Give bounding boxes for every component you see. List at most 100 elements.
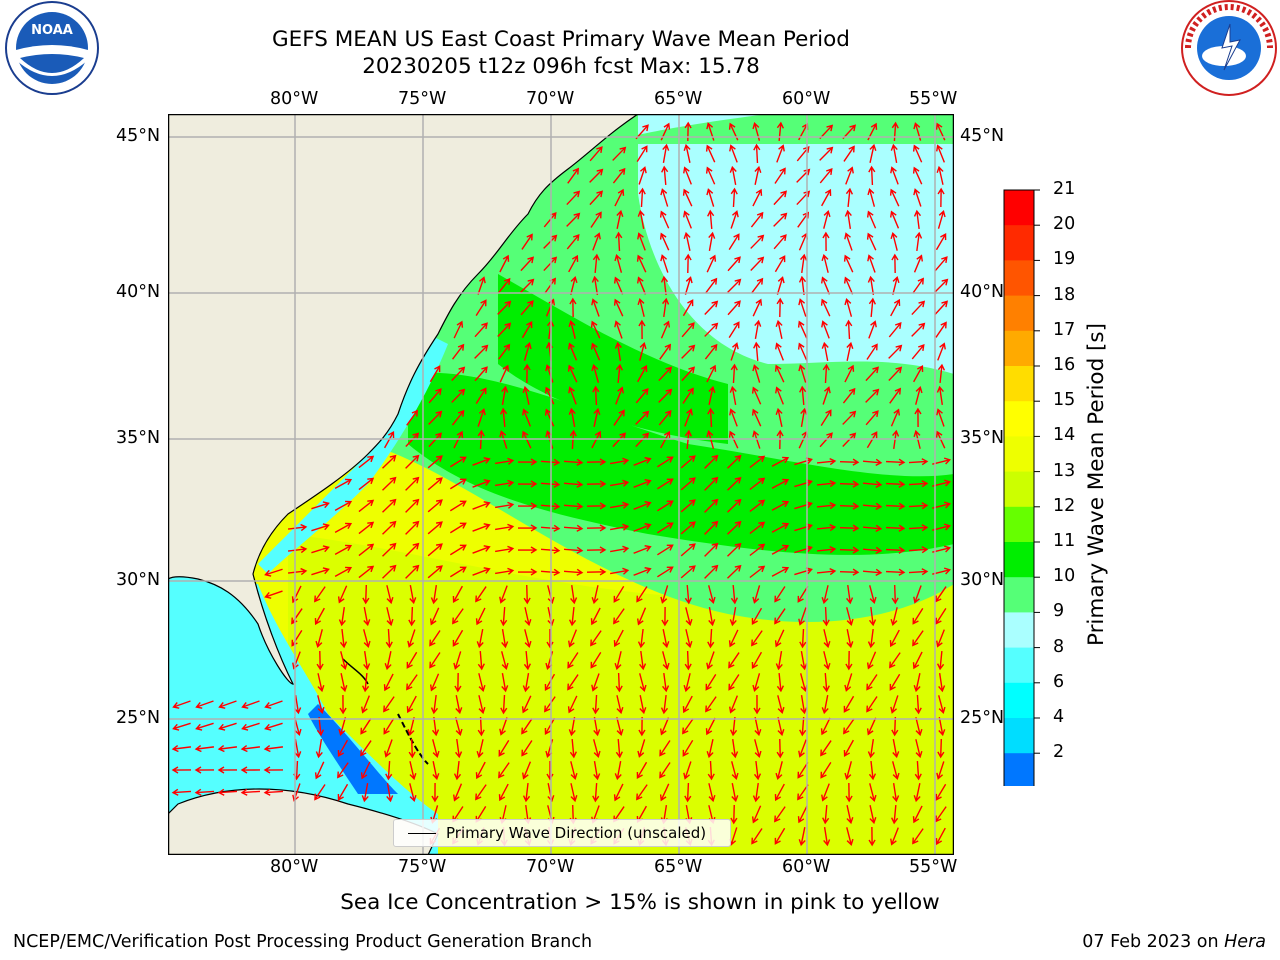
wave-arrow (240, 744, 261, 753)
wave-arrow (615, 386, 624, 405)
wave-arrow (730, 210, 739, 229)
wave-arrow (334, 478, 353, 489)
wave-arrow (730, 804, 738, 825)
lon-label-bottom-55w: 55°W (909, 857, 958, 877)
wave-arrow (613, 585, 625, 603)
wave-arrow (682, 188, 693, 207)
wave-arrow (937, 363, 946, 384)
wave-arrow (568, 606, 577, 627)
wave-arrow (708, 783, 716, 803)
wave-arrow (568, 629, 578, 648)
wave-arrow (682, 299, 694, 317)
wave-arrow (544, 696, 556, 713)
wave-arrow (685, 629, 693, 649)
wave-arrow (428, 410, 443, 425)
wave-arrow (382, 498, 397, 513)
wave-arrow (867, 738, 875, 759)
wave-arrow (610, 567, 630, 575)
wave-arrow (751, 805, 762, 824)
wave-arrow (520, 256, 535, 272)
wave-arrow (885, 480, 906, 488)
wave-arrow (616, 209, 624, 229)
wave-arrow (361, 783, 369, 803)
wave-arrow (384, 651, 392, 671)
wave-arrow (730, 187, 738, 208)
wave-arrow (639, 673, 647, 693)
wave-arrow (358, 543, 375, 557)
wave-arrow (662, 143, 670, 163)
wave-arrow (428, 388, 442, 404)
wave-arrow (569, 297, 577, 318)
wave-arrow (937, 738, 945, 759)
wave-arrow (771, 478, 790, 489)
wave-arrow (383, 673, 394, 692)
wave-arrow (660, 694, 669, 715)
wave-arrow (844, 673, 853, 692)
wave-arrow (172, 722, 191, 731)
wave-arrow (543, 234, 558, 249)
wave-arrow (567, 652, 579, 669)
wave-arrow (891, 121, 899, 142)
wave-arrow (866, 674, 878, 691)
wave-arrow (682, 718, 694, 735)
colorbar-segment (1004, 225, 1034, 261)
wave-arrow (704, 454, 719, 469)
wave-arrow (728, 629, 739, 648)
wave-arrow (816, 501, 837, 510)
wave-arrow (705, 717, 716, 736)
wave-arrow (800, 651, 808, 671)
wave-arrow (727, 520, 742, 535)
lat-label-right-45n: 45°N (960, 126, 1005, 146)
wave-arrow (452, 608, 464, 625)
wave-arrow (409, 585, 417, 605)
colorbar-tick-label: 19 (1053, 249, 1076, 270)
wave-arrow (820, 762, 832, 779)
wave-arrow (936, 385, 944, 406)
wave-arrow (844, 364, 855, 383)
wave-arrow (866, 696, 878, 713)
wave-arrow (752, 188, 763, 207)
wave-arrow (839, 546, 860, 554)
lon-label-bottom-60w: 60°W (782, 857, 831, 877)
wave-arrow (657, 500, 674, 512)
wave-arrow (843, 695, 855, 713)
wave-arrow (287, 545, 308, 554)
wave-arrow (451, 343, 465, 360)
lon-label-top-75w: 75°W (398, 89, 447, 109)
wave-arrow (472, 457, 491, 466)
wave-arrow (753, 760, 762, 781)
wave-arrow (683, 673, 691, 693)
wave-arrow (799, 385, 807, 406)
wave-arrow (360, 740, 372, 757)
wave-arrow (913, 364, 924, 383)
wave-arrow (500, 606, 508, 627)
title-line-2: 20230205 t12z 096h fcst Max: 15.78 (362, 54, 760, 79)
wave-arrow (195, 722, 214, 731)
wave-arrow (680, 543, 696, 557)
wave-arrow (913, 209, 922, 230)
wave-arrow (475, 784, 487, 801)
wave-arrow (406, 409, 419, 426)
wave-arrow (680, 565, 696, 579)
wave-arrow (385, 628, 393, 649)
lon-label-bottom-80w: 80°W (270, 857, 319, 877)
wave-arrow (636, 586, 648, 603)
colorbar-tick-label: 2 (1053, 742, 1065, 763)
wave-arrow (498, 762, 510, 779)
wave-arrow (891, 716, 899, 737)
wave-arrow (934, 256, 948, 272)
wave-arrow (566, 212, 581, 227)
lat-label-left-25n: 25°N (116, 708, 161, 728)
wave-arrow (816, 545, 837, 554)
wave-arrow (339, 628, 348, 649)
wave-arrow (846, 827, 854, 847)
wave-arrow (862, 524, 883, 532)
wave-arrow (405, 542, 420, 557)
wave-arrow (613, 629, 624, 648)
wave-arrow (591, 430, 602, 449)
wave-arrow (704, 343, 718, 360)
wave-arrow (752, 122, 761, 141)
wave-arrow (657, 522, 674, 534)
graticule (168, 114, 954, 855)
wave-arrow (775, 407, 783, 427)
